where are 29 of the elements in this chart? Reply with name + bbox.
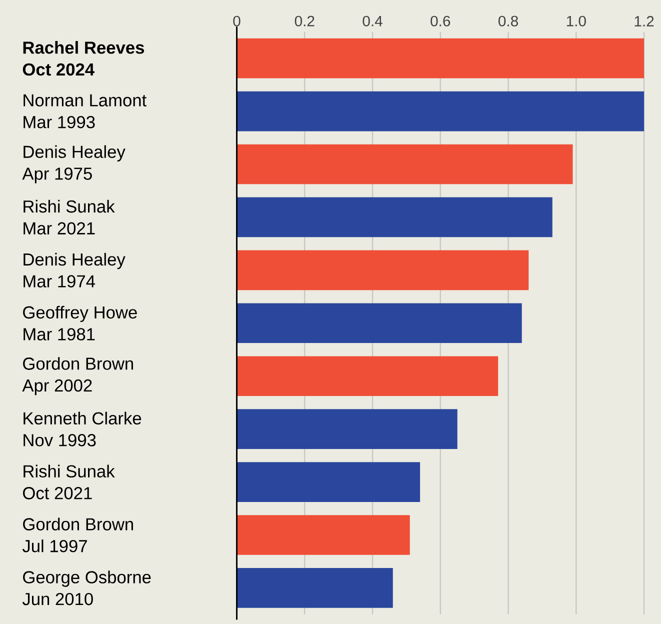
- bar: [236, 250, 529, 290]
- bar: [236, 197, 552, 237]
- y-tick-label: Denis Healey Apr 1975: [22, 145, 126, 184]
- x-tick-label: 0.4: [362, 16, 382, 26]
- bar: [236, 303, 522, 343]
- y-tick-label: Rachel Reeves Oct 2024: [22, 40, 144, 76]
- bar: [236, 38, 644, 78]
- x-tick-label: 0.6: [430, 16, 450, 26]
- y-tick-label: Norman Lamont Mar 1993: [24, 94, 147, 128]
- bar: [236, 144, 573, 184]
- x-tick-label: 0.8: [498, 16, 518, 26]
- x-tick-label: 1.0: [566, 16, 586, 26]
- bar: [236, 514, 410, 555]
- bar: [236, 356, 498, 396]
- x-tick-label: 1.2: [634, 16, 654, 26]
- bar: [236, 568, 393, 608]
- y-tick-label: Rishi Sunak Oct 2021: [23, 464, 115, 500]
- bar: [236, 91, 644, 132]
- y-tick-label: Rishi Sunak Mar 2021: [24, 200, 115, 234]
- y-tick-label: Geoffrey Howe Mar 1981: [23, 306, 137, 340]
- y-tick-label: Gordon Brown Jul 1997: [22, 518, 133, 552]
- y-tick-label: Denis Healey Mar 1974: [24, 252, 126, 288]
- y-tick-label: Gordon Brown Apr 2002: [22, 356, 133, 395]
- bar: [236, 408, 458, 449]
- x-tick-label: 0.2: [294, 16, 314, 26]
- x-tick-label: 0: [233, 16, 240, 26]
- y-tick-label: Kenneth Clarke Nov 1993: [24, 412, 142, 446]
- bar: [236, 462, 420, 502]
- y-tick-label: George Osborne Jun 2010: [22, 570, 151, 606]
